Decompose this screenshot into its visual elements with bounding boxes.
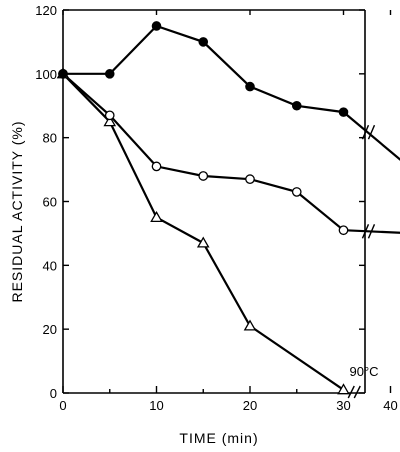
y-axis-title: RESIDUAL ACTIVITY (%) [9, 120, 25, 302]
data-point-90c [150, 210, 163, 223]
data-point-90c [337, 383, 350, 395]
series-break-mark [367, 124, 376, 140]
data-point-80c [151, 161, 162, 172]
y-tick-label: 80 [43, 131, 57, 146]
y-tick-label: 20 [43, 322, 57, 337]
series-line-open-circle [62, 72, 400, 234]
data-point-70c [104, 69, 115, 79]
x-tick-label: 40 [383, 398, 397, 413]
data-point-70c [338, 107, 349, 117]
data-point-70c [58, 69, 68, 79]
data-point-80c [245, 174, 255, 185]
series-break-mark [361, 124, 370, 140]
markers [56, 21, 350, 395]
data-point-90c [103, 115, 117, 127]
axes [62, 9, 366, 399]
series-lines [62, 24, 400, 391]
x-tick-label: 0 [59, 398, 66, 413]
data-point-80c [291, 187, 302, 197]
x-axis-title: TIME (min) [179, 430, 258, 446]
data-point-80c [198, 171, 209, 181]
series-break-mark [361, 224, 370, 239]
data-point-70c [198, 37, 209, 47]
y-tick-label: 40 [43, 258, 57, 273]
y-tick-label: 0 [50, 386, 57, 401]
y-tick-label: 60 [43, 195, 57, 210]
ticks: 0204060801001200102030405060 [35, 3, 397, 413]
series-line-filled-circle [63, 24, 400, 161]
series-label: 90°C [350, 364, 379, 379]
x-tick-label: 20 [243, 398, 257, 413]
x-tick-label: 30 [336, 398, 350, 413]
data-point-90c [243, 319, 257, 331]
x-axis-break-mark [347, 385, 355, 399]
series-break-mark [367, 224, 376, 239]
data-point-70c [291, 100, 302, 111]
y-tick-label: 100 [35, 67, 57, 82]
data-point-80c [104, 110, 115, 121]
data-point-70c [245, 81, 255, 92]
series-line-open-triangle [62, 73, 345, 391]
x-tick-label: 10 [149, 398, 163, 413]
data-point-90c [196, 236, 210, 248]
data-point-80c [338, 225, 349, 236]
data-point-70c [151, 21, 162, 31]
y-tick-label: 120 [35, 3, 57, 18]
labels: 70°C80°C90°C [350, 364, 379, 379]
x-axis-break-mark [353, 385, 361, 399]
